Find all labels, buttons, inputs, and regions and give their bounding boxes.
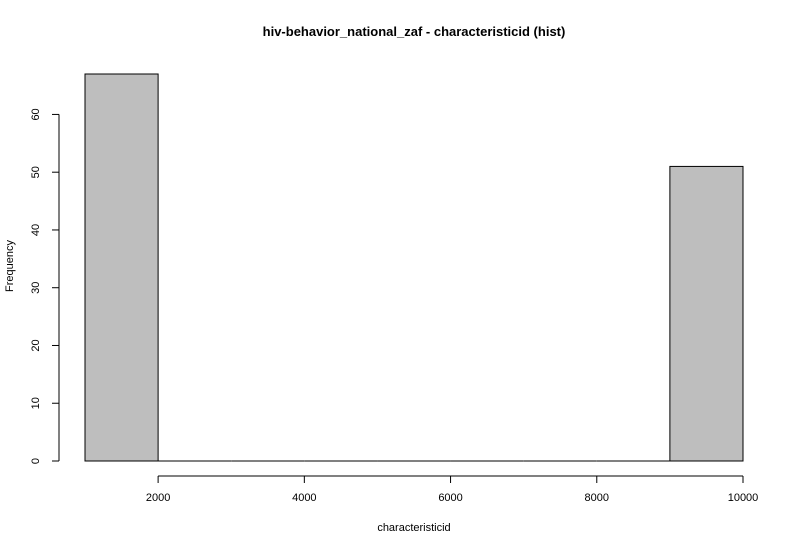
y-tick-label: 50 bbox=[30, 166, 42, 178]
x-tick-label: 4000 bbox=[292, 492, 316, 504]
x-tick-label: 2000 bbox=[146, 492, 170, 504]
x-tick-label: 8000 bbox=[585, 492, 609, 504]
histogram-bar bbox=[84, 73, 159, 462]
chart-title: hiv-behavior_national_zaf - characterist… bbox=[263, 24, 566, 39]
x-axis: 2000 4000 6000 8000 10000 bbox=[146, 475, 759, 504]
y-tick-label: 60 bbox=[30, 108, 42, 120]
y-tick-label: 40 bbox=[30, 224, 42, 236]
y-tick-label: 20 bbox=[30, 339, 42, 351]
x-tick-label: 6000 bbox=[438, 492, 462, 504]
y-tick-label: 30 bbox=[30, 282, 42, 294]
x-axis-label: characteristicid bbox=[377, 522, 450, 534]
y-tick-label: 10 bbox=[30, 397, 42, 409]
y-axis-label: Frequency bbox=[4, 240, 16, 292]
x-tick-label: 10000 bbox=[728, 492, 759, 504]
bars-group bbox=[84, 73, 744, 462]
y-tick-label: 0 bbox=[30, 458, 42, 464]
y-axis: 0 10 20 30 40 50 60 bbox=[30, 108, 60, 464]
histogram-bar bbox=[669, 165, 744, 462]
